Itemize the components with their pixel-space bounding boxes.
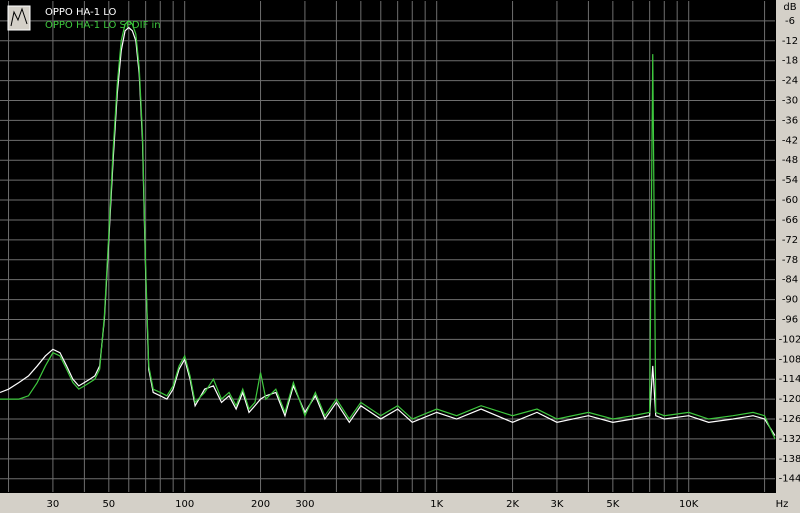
y-tick-label: -126 <box>779 414 800 425</box>
x-tick-label: 1K <box>430 499 443 510</box>
y-tick-label: -96 <box>782 314 798 325</box>
y-tick-label: -108 <box>779 354 800 365</box>
legend <box>7 5 31 31</box>
x-tick-label: 3K <box>550 499 563 510</box>
legend-label: OPPO HA-1 LO <box>45 7 116 18</box>
y-tick-label: -90 <box>782 295 798 306</box>
y-axis-label: dB <box>783 2 796 13</box>
x-axis-label: Hz <box>776 499 789 510</box>
x-tick-label: 30 <box>47 499 60 510</box>
series-line <box>0 26 776 436</box>
y-tick-label: -66 <box>782 215 798 226</box>
x-tick-label: 5K <box>606 499 619 510</box>
y-tick-label: -132 <box>779 434 800 445</box>
y-tick-label: -42 <box>782 135 798 146</box>
lines <box>0 20 776 440</box>
y-tick-label: -72 <box>782 235 798 246</box>
y-tick-label: -54 <box>782 175 798 186</box>
x-tick-label: 10K <box>679 499 699 510</box>
y-tick-label: -138 <box>779 454 800 465</box>
y-tick-label: -78 <box>782 255 798 266</box>
y-tick-label: -18 <box>782 56 798 67</box>
y-tick-label: -6 <box>785 16 795 27</box>
legend-label: OPPO HA-1 LO SPDIF in <box>45 20 161 31</box>
legend-icon-graph <box>10 7 28 27</box>
y-tick-label: -36 <box>782 115 798 126</box>
x-tick-label: 200 <box>251 499 270 510</box>
y-tick-label: -84 <box>782 275 798 286</box>
x-tick-label: 100 <box>175 499 194 510</box>
x-tick-label: 300 <box>295 499 314 510</box>
y-tick-label: -60 <box>782 195 798 206</box>
x-tick-label: 2K <box>506 499 519 510</box>
y-tick-label: -144 <box>779 474 800 485</box>
y-tick-label: -12 <box>782 36 798 47</box>
x-tick-label: 50 <box>102 499 115 510</box>
y-tick-label: -114 <box>779 374 800 385</box>
grid <box>0 1 775 492</box>
series-line <box>0 20 776 440</box>
y-tick-label: -102 <box>779 334 800 345</box>
y-tick-label: -48 <box>782 155 798 166</box>
y-tick-label: -120 <box>779 394 800 405</box>
y-tick-label: -24 <box>782 76 798 87</box>
y-tick-label: -30 <box>782 96 798 107</box>
